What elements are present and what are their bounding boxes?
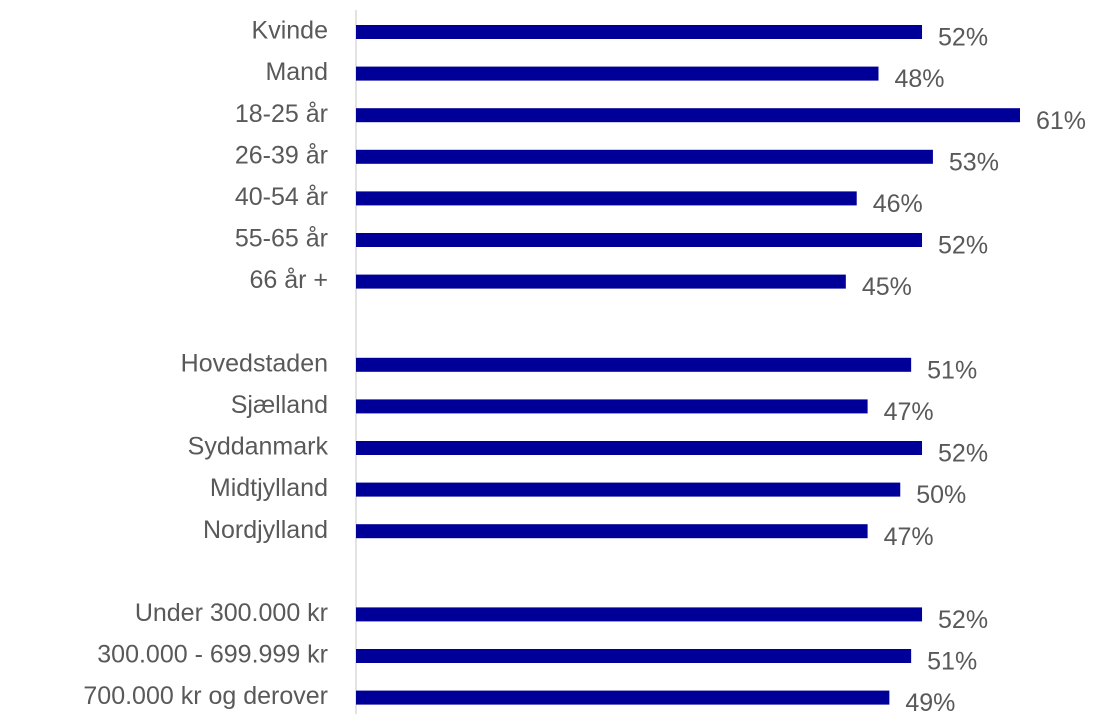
bar (356, 482, 901, 497)
category-label: 55-65 år (235, 225, 328, 253)
category-label: Under 300.000 kr (135, 599, 328, 627)
bar (356, 649, 912, 663)
category-label: 700.000 kr og derover (83, 682, 328, 710)
category-label: Syddanmark (188, 433, 329, 461)
value-label: 50% (916, 481, 966, 509)
value-label: 49% (905, 689, 955, 714)
value-label: 52% (938, 440, 988, 468)
bar (356, 149, 933, 164)
value-label: 52% (938, 24, 988, 52)
bar (356, 233, 923, 247)
category-label: Kvinde (252, 17, 328, 45)
bar (356, 441, 923, 455)
category-label: Nordjylland (203, 516, 328, 544)
bar (356, 357, 912, 372)
bar (356, 399, 868, 414)
value-label: 45% (862, 273, 912, 301)
bar (356, 690, 890, 705)
category-label: Midtjylland (210, 474, 328, 502)
value-label: 51% (927, 356, 977, 384)
category-label: Mand (265, 58, 328, 86)
bar (356, 25, 923, 39)
value-label: 47% (884, 398, 934, 426)
bar (356, 108, 1020, 123)
value-label: 48% (894, 65, 944, 93)
category-label: 66 år + (249, 266, 328, 294)
category-label: 300.000 - 699.999 kr (97, 641, 328, 669)
category-label: Sjælland (231, 391, 328, 419)
bar (356, 524, 868, 539)
value-label: 46% (873, 190, 923, 218)
value-label: 51% (927, 648, 977, 676)
value-label: 52% (938, 232, 988, 260)
bar (356, 66, 879, 81)
value-label: 61% (1036, 107, 1086, 135)
bar (356, 191, 857, 206)
bar (356, 607, 923, 622)
value-label: 47% (884, 523, 934, 551)
category-label: 26-39 år (235, 141, 328, 169)
value-label: 52% (938, 606, 988, 634)
category-label: 18-25 år (235, 100, 328, 128)
category-label: 40-54 år (235, 183, 328, 211)
category-label: Hovedstaden (181, 349, 328, 377)
bar (356, 274, 846, 289)
value-label: 53% (949, 148, 999, 176)
